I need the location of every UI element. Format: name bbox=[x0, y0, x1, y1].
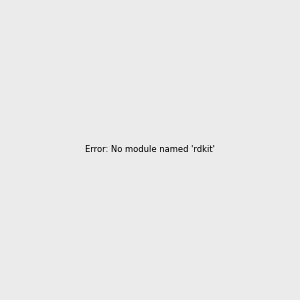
Text: Error: No module named 'rdkit': Error: No module named 'rdkit' bbox=[85, 146, 215, 154]
